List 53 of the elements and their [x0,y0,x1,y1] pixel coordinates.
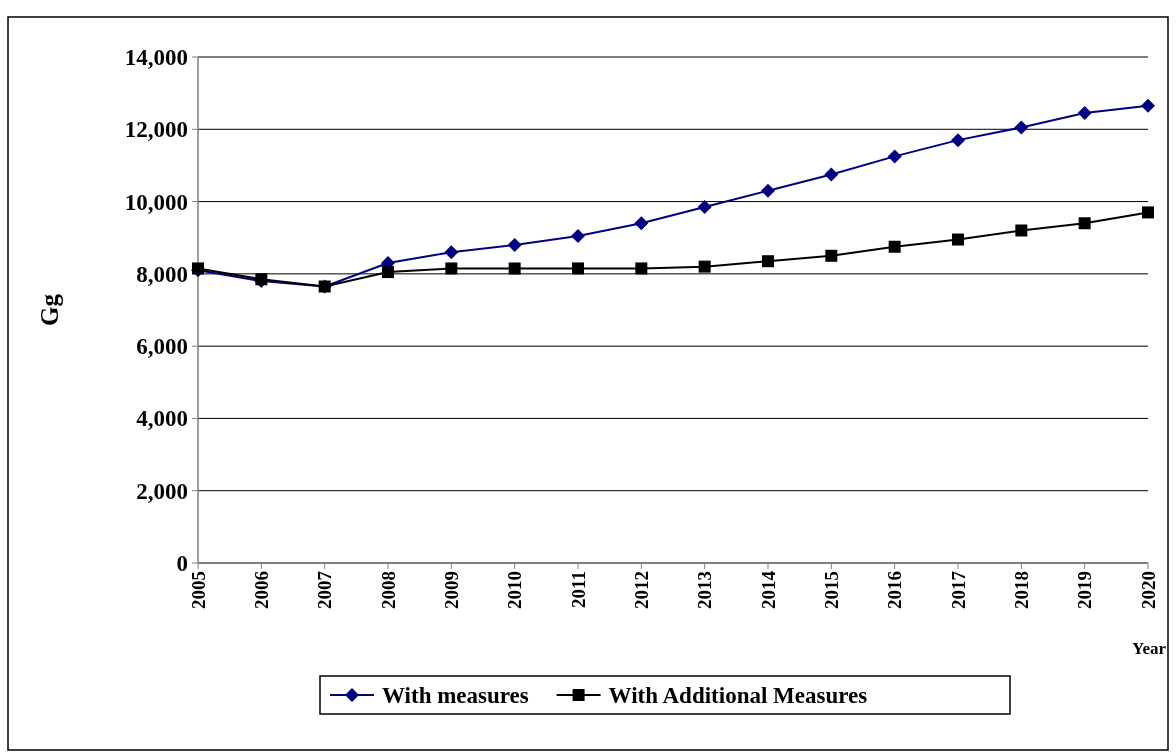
point [761,183,775,198]
y-tick-label: 2,000 [136,478,188,504]
point [635,262,648,275]
point [1015,224,1028,237]
x-axis-title: Year [1132,639,1167,658]
x-tick-label: 2013 [694,571,716,609]
point [1014,120,1029,135]
legend-label: With Additional Measures [608,683,868,708]
x-tick-label: 2010 [504,571,526,609]
x-tick-label: 2019 [1074,571,1096,609]
x-tick-label: 2011 [567,571,589,608]
point [951,133,965,148]
legend-label: With measures [382,683,529,708]
x-tick-label: 2012 [630,571,652,609]
y-tick-label: 10,000 [124,189,188,215]
point [698,260,711,273]
y-tick-label: 8,000 [136,261,188,287]
point [824,167,839,182]
point [507,237,522,252]
x-tick-label: 2005 [187,571,209,609]
point [634,216,649,231]
x-tick-label: 2018 [1010,571,1032,609]
point [1077,106,1092,121]
point [1141,98,1155,113]
x-tick-label: 2016 [884,571,906,609]
point [697,199,712,214]
x-tick-label: 2009 [440,571,462,609]
point [762,255,774,268]
point [382,266,394,279]
point [1142,206,1154,219]
point [887,149,902,164]
point [888,240,901,253]
x-tick-label: 2008 [377,571,399,609]
x-tick-label: 2015 [820,571,842,609]
y-axis-title: Gg [36,293,63,326]
point [571,228,585,243]
point [572,262,584,275]
point [952,233,964,246]
x-tick-label: 2014 [757,570,779,609]
x-tick-label: 2020 [1137,571,1159,609]
point [445,262,458,275]
x-tick-label: 2017 [947,570,969,609]
y-tick-label: 4,000 [136,406,188,432]
point [1078,217,1091,230]
y-tick-label: 14,000 [124,45,188,71]
point [508,262,521,275]
y-tick-label: 0 [176,551,188,577]
point [444,245,459,260]
y-tick-label: 12,000 [124,117,188,143]
point [825,249,838,262]
x-tick-label: 2006 [250,571,272,609]
x-tick-label: 2007 [314,570,336,609]
y-tick-label: 6,000 [136,334,188,360]
